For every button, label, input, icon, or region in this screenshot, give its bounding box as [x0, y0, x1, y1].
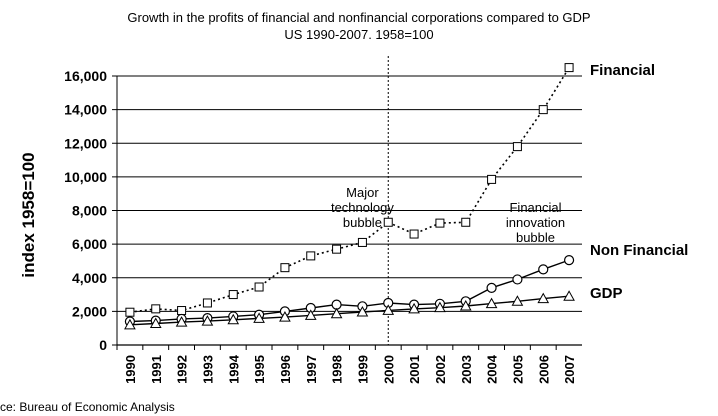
x-tick-label: 1999 [355, 355, 370, 384]
annotation-text: Financial [509, 200, 561, 215]
x-tick-label: 1995 [252, 355, 267, 384]
data-point-triangle [279, 311, 291, 322]
data-point-triangle [124, 318, 136, 330]
data-point-circle [486, 282, 497, 293]
data-point-triangle [201, 315, 214, 326]
annotation-text: bubble [343, 215, 382, 230]
annotations: MajortechnologybubbleFinancialinnovation… [331, 185, 565, 245]
annotation-text: bubble [516, 230, 555, 245]
data-point-triangle [227, 313, 240, 325]
x-tick-label: 1994 [226, 354, 241, 384]
data-point-triangle [459, 299, 472, 311]
data-point-triangle [253, 312, 265, 323]
x-tick-label: 1991 [149, 355, 164, 384]
data-point-square [125, 307, 135, 317]
y-tick-label: 0 [99, 337, 107, 353]
y-tick-label: 16,000 [64, 68, 107, 84]
data-point-square [202, 298, 212, 308]
data-point-square [435, 218, 445, 228]
data-point-triangle [537, 292, 550, 304]
annotation-text: Major [346, 185, 379, 200]
series-label: Non Financial [590, 242, 688, 259]
series-label: Financial [590, 62, 655, 79]
data-point-triangle [511, 295, 524, 306]
x-tick-label: 2005 [510, 355, 525, 384]
data-point-circle [563, 254, 575, 266]
data-point-square [332, 244, 342, 254]
y-tick-label: 4,000 [72, 270, 107, 286]
y-tick-label: 8,000 [72, 203, 107, 219]
data-point-square [564, 63, 574, 73]
x-tick-label: 1990 [123, 355, 138, 384]
data-point-square [280, 263, 290, 273]
chart-subtitle: US 1990-2007. 1958=100 [284, 27, 434, 42]
data-point-square [409, 229, 419, 239]
x-tick-label: 1993 [200, 355, 215, 384]
x-tick-labels: 1990 1991 1992 1993 1994 1995 1996 1997 1998 1999… [116, 345, 577, 384]
x-tick-label: 2007 [562, 355, 577, 384]
data-point-triangle [434, 301, 446, 313]
data-point-triangle [382, 304, 395, 315]
data-point-triangle [149, 317, 162, 328]
y-axis-label: index 1958=100 [19, 152, 38, 277]
x-tick-label: 2003 [459, 355, 474, 384]
y-tick-label: 2,000 [72, 303, 107, 319]
y-tick-labels: 0 2,000 4,000 6,000 8,000 10,000 12,000 14,000 1… [64, 68, 107, 353]
data-point-square [151, 304, 161, 314]
data-point-square [254, 282, 264, 292]
data-point-triangle [563, 290, 575, 301]
x-tick-label: 2002 [433, 355, 448, 384]
x-tick-label: 1998 [330, 355, 345, 384]
y-tick-label: 12,000 [64, 135, 107, 151]
grid-lines [112, 56, 582, 346]
y-tick-label: 10,000 [64, 169, 107, 185]
y-tick-label: 14,000 [64, 102, 107, 118]
y-tick-label: 6,000 [72, 236, 107, 252]
data-point-triangle [408, 302, 420, 314]
data-point-square [487, 174, 497, 184]
data-point-square [512, 142, 522, 152]
data-point-square [306, 251, 316, 261]
annotation-text: innovation [506, 215, 565, 230]
data-point-square [228, 290, 238, 300]
series-line-gdp [129, 295, 570, 326]
source-note: ce: Bureau of Economic Analysis [0, 400, 175, 414]
series-group: Financial Non Financial GDP [124, 62, 688, 330]
x-tick-label: 1996 [278, 355, 293, 384]
data-point-square [461, 217, 471, 227]
x-tick-label: 2004 [485, 354, 500, 384]
data-point-triangle [485, 297, 498, 309]
annotation-text: technology [331, 200, 394, 215]
data-point-square [383, 217, 393, 227]
data-point-square [177, 306, 187, 316]
x-tick-label: 2006 [536, 355, 551, 384]
data-point-triangle [330, 307, 343, 319]
data-point-triangle [356, 306, 369, 317]
data-point-triangle [175, 316, 188, 327]
data-point-square [357, 237, 367, 247]
x-tick-label: 2000 [381, 355, 396, 384]
data-point-square [538, 105, 548, 115]
x-tick-label: 1992 [175, 355, 190, 384]
data-point-circle [512, 274, 523, 285]
chart-title: Growth in the profits of financial and n… [127, 10, 591, 25]
data-point-triangle [304, 309, 317, 320]
x-tick-label: 1997 [304, 355, 319, 384]
x-tick-label: 2001 [407, 355, 422, 384]
data-point-circle [538, 264, 549, 275]
series-label: GDP [590, 285, 623, 302]
